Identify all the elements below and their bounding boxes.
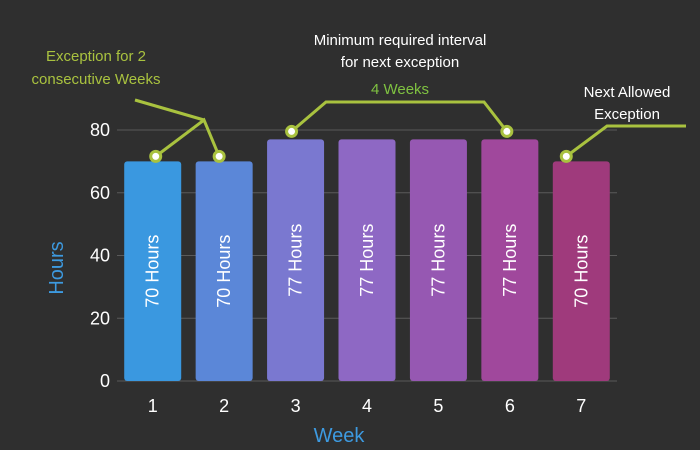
- y-tick-labels: 0 20 40 60 80: [90, 120, 110, 391]
- y-tick-label: 60: [90, 183, 110, 203]
- x-category-label: 5: [433, 396, 443, 416]
- x-category-label: 7: [576, 396, 586, 416]
- exception-connector: [154, 117, 221, 158]
- x-category-label: 1: [148, 396, 158, 416]
- exception-leader: [134, 98, 205, 122]
- y-tick-label: 20: [90, 308, 110, 328]
- interval-connector: [290, 100, 509, 133]
- bar-week-7: [552, 161, 610, 381]
- exception-marker-week-1: [149, 149, 163, 163]
- interval-annotation-line-2: for next exception: [341, 54, 459, 71]
- bars: 70 Hours 70 Hours 77 Hours 77 Hours 77 Hours…: [124, 139, 610, 381]
- bar-week-4: [338, 139, 396, 381]
- next-exception-annotation-line-1: Next Allowed: [584, 84, 671, 101]
- next-exception-annotation-line-2: Exception: [594, 106, 660, 123]
- x-category-label: 3: [291, 396, 301, 416]
- interval-marker-week-6: [500, 124, 514, 138]
- bar-value-label: 77 Hours: [428, 224, 448, 297]
- bar-value-label: 77 Hours: [286, 224, 306, 297]
- exception-annotation-line-2: consecutive Weeks: [32, 71, 161, 88]
- bar-value-label: 70 Hours: [143, 235, 163, 308]
- bar-week-6: [481, 139, 539, 381]
- x-category-label: 2: [219, 396, 229, 416]
- bar-value-label: 70 Hours: [571, 235, 591, 308]
- interval-marker-week-3: [285, 124, 299, 138]
- bar-week-3: [267, 139, 325, 381]
- exception-marker-week-2: [212, 149, 226, 163]
- next-exception-marker-week-7: [559, 149, 573, 163]
- bar-week-5: [409, 139, 467, 381]
- x-category-label: 6: [505, 396, 515, 416]
- y-tick-label: 0: [100, 371, 110, 391]
- x-axis-title: Week: [314, 425, 366, 447]
- exception-annotation-line-1: Exception for 2: [46, 48, 146, 65]
- bar-week-1: [124, 161, 182, 381]
- bar-week-2: [195, 161, 253, 381]
- next-exception-connector: [565, 124, 686, 158]
- y-tick-label: 80: [90, 120, 110, 140]
- bar-value-label: 70 Hours: [214, 235, 234, 308]
- y-axis-title: Hours: [46, 241, 68, 294]
- y-tick-label: 40: [90, 246, 110, 266]
- bar-value-label: 77 Hours: [357, 224, 377, 297]
- interval-annotation-line-1: Minimum required interval: [314, 32, 487, 49]
- interval-weeks-label: 4 Weeks: [371, 81, 429, 98]
- x-category-labels: 1 2 3 4 5 6 7: [148, 396, 587, 416]
- bar-value-label: 77 Hours: [500, 224, 520, 297]
- x-category-label: 4: [362, 396, 372, 416]
- annotations: [134, 98, 686, 163]
